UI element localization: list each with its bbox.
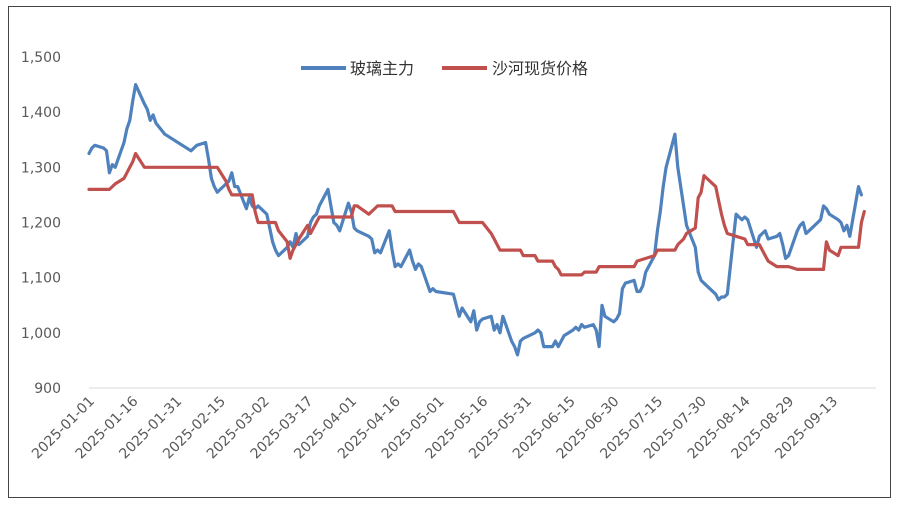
legend-label: 玻璃主力 bbox=[350, 59, 414, 78]
y-axis: 900 1,000 1,100 1,200 1,300 1,400 1,500 bbox=[21, 50, 61, 397]
y-tick-label: 1,000 bbox=[21, 326, 61, 342]
legend-label: 沙河现货价格 bbox=[492, 59, 588, 78]
y-tick-label: 1,500 bbox=[21, 50, 61, 66]
y-tick-label: 900 bbox=[34, 381, 61, 397]
series-line-1 bbox=[87, 82, 864, 357]
line-chart: 900 1,000 1,100 1,200 1,300 1,400 1,500 2025-0… bbox=[21, 50, 876, 462]
chart-frame: 900 1,000 1,100 1,200 1,300 1,400 1,500 2025-0… bbox=[8, 6, 891, 498]
y-tick-label: 1,100 bbox=[21, 271, 61, 287]
y-tick-label: 1,400 bbox=[21, 105, 61, 121]
y-tick-label: 1,200 bbox=[21, 216, 61, 232]
legend: 玻璃主力 沙河现货价格 bbox=[301, 59, 588, 78]
series-layer bbox=[87, 82, 866, 357]
series-line-2 bbox=[87, 151, 866, 277]
y-tick-label: 1,300 bbox=[21, 160, 61, 176]
x-axis: 2025-01-012025-01-162025-01-312025-02-15… bbox=[29, 393, 841, 462]
